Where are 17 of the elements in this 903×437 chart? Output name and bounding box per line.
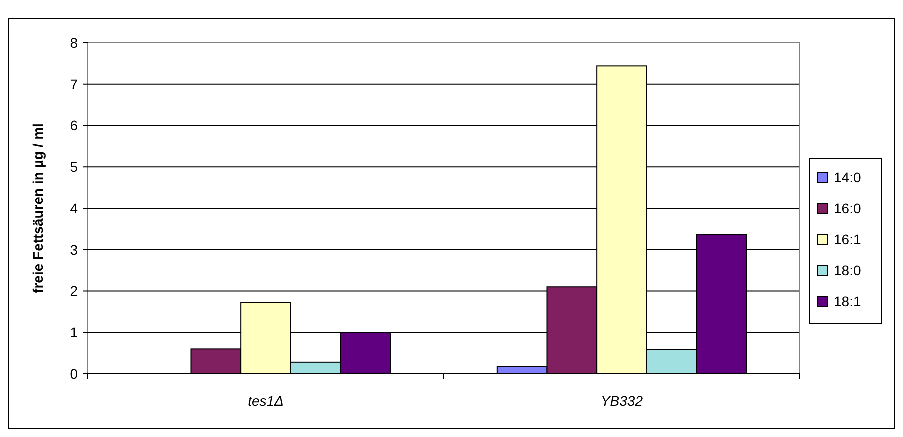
y-tick-label: 5	[70, 159, 78, 176]
legend-label: 16:0	[834, 200, 862, 216]
y-tick-label: 1	[70, 324, 78, 341]
y-tick-label: 3	[70, 242, 78, 258]
x-tick-label: tes1Δ	[248, 393, 284, 409]
y-tick-label: 0	[70, 366, 78, 382]
y-tick-label: 4	[70, 200, 78, 216]
y-tick-label: 6	[70, 118, 78, 134]
y-tick-label: 7	[70, 76, 78, 92]
legend-label: 14:0	[834, 169, 862, 186]
y-tick-label: 8	[70, 34, 78, 51]
y-axis-title: freie Fettsäuren in µg / ml	[30, 124, 46, 294]
y-tick-label: 2	[70, 283, 78, 300]
legend-label: 18:1	[834, 293, 862, 310]
legend-label: 18:0	[834, 262, 862, 278]
x-tick-label: YB332	[600, 393, 644, 409]
legend-label: 16:1	[834, 231, 862, 248]
